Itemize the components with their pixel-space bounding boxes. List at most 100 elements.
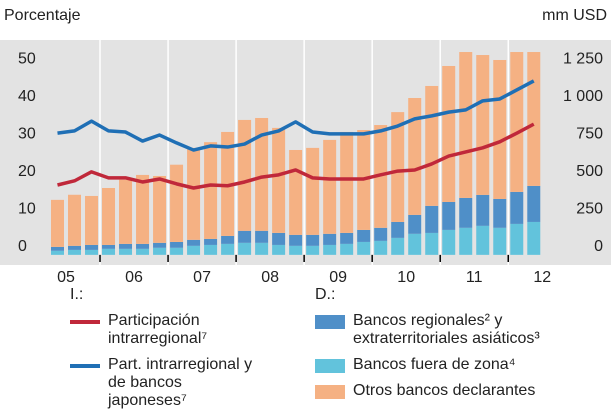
legend-swatch (70, 320, 100, 324)
bar (153, 247, 167, 255)
x-tick-label: 10 (397, 269, 415, 286)
bar (272, 127, 286, 233)
bar (136, 174, 150, 244)
legend-swatch (315, 315, 345, 329)
bar (357, 229, 371, 242)
bar (85, 244, 99, 250)
bar (306, 147, 320, 235)
legend-label: Bancos regionales² y extraterritoriales … (353, 312, 540, 347)
legend-swatch (315, 359, 345, 373)
bar (289, 245, 303, 255)
bar (323, 244, 337, 255)
legend-swatch (315, 385, 345, 399)
bar (306, 245, 320, 255)
bar (68, 249, 82, 255)
legend-item: Participación intrarregional⁷ (70, 312, 310, 348)
bar (391, 237, 405, 255)
legend-label: Bancos fuera de zona⁴ (353, 356, 516, 373)
bar (136, 243, 150, 249)
bar (493, 59, 507, 199)
bar (408, 214, 422, 234)
bar (85, 195, 99, 245)
bar (119, 243, 133, 249)
bar (476, 55, 490, 195)
y2-tick-label: 750 (576, 125, 603, 142)
bar (204, 238, 218, 245)
y2-tick-label: 1 250 (563, 50, 603, 67)
bar (289, 234, 303, 246)
bar (408, 97, 422, 215)
bar (425, 232, 439, 255)
bar (187, 239, 201, 246)
bar (187, 147, 201, 240)
line (57, 79, 535, 152)
legend-title: D.: (315, 286, 336, 303)
legend-swatch (70, 364, 100, 368)
x-tick-label: 07 (193, 269, 211, 286)
y-tick-label: 20 (18, 163, 36, 180)
bar (170, 247, 184, 255)
bar (527, 221, 541, 255)
bar (238, 230, 252, 243)
bar (50, 250, 64, 255)
y-tick-label: 50 (18, 50, 36, 67)
chart: Porcentaje mm USD 0102030405002505007501… (0, 7, 611, 286)
bar (272, 232, 286, 245)
legend-item: Bancos regionales² y extraterritoriales … (315, 312, 605, 348)
bar (476, 225, 490, 255)
legend-item: Bancos fuera de zona⁴ (315, 356, 605, 374)
bar (493, 227, 507, 255)
bar (255, 242, 269, 255)
legend-title: I.: (70, 286, 84, 303)
x-tick-label: 12 (533, 269, 551, 286)
bar (476, 194, 490, 226)
bar (170, 241, 184, 248)
bar (340, 232, 354, 244)
bar (527, 52, 541, 186)
plot-background (0, 40, 611, 265)
x-tick-label: 11 (466, 269, 483, 286)
bar (510, 223, 524, 255)
bar (68, 194, 82, 246)
bar (85, 249, 99, 255)
bar (204, 244, 218, 255)
bar (391, 112, 405, 222)
y2-tick-label: 1 000 (563, 88, 603, 105)
y-tick-label: 10 (18, 201, 36, 218)
bar (527, 185, 541, 222)
y-axis-label: Porcentaje (4, 7, 81, 24)
line (57, 122, 535, 190)
bar (459, 197, 473, 228)
bar (238, 242, 252, 255)
y-tick-label: 40 (18, 88, 36, 105)
bar (459, 227, 473, 255)
bar (153, 175, 167, 243)
y-tick-label: 30 (18, 125, 36, 142)
bar (340, 243, 354, 255)
bar (442, 65, 456, 202)
bar (425, 85, 439, 206)
bar (50, 246, 64, 251)
bar (510, 191, 524, 224)
bar (238, 119, 252, 231)
bar (170, 164, 184, 242)
bar (119, 248, 133, 255)
y2-tick-label: 250 (576, 201, 603, 218)
bar (68, 245, 82, 250)
bar (357, 241, 371, 255)
bar (119, 179, 133, 244)
bar (102, 187, 116, 245)
bar (340, 131, 354, 233)
bar (374, 227, 388, 241)
legend-label: Otros bancos declarantes (353, 382, 536, 399)
bar (187, 245, 201, 255)
y2-tick-label: 500 (576, 163, 603, 180)
bar (493, 198, 507, 228)
bar (323, 139, 337, 234)
bar (102, 248, 116, 255)
bar (136, 248, 150, 255)
bar (272, 244, 286, 255)
legend: I.: Participación intrarregional⁷ Part. i… (0, 286, 611, 419)
bar (391, 221, 405, 238)
